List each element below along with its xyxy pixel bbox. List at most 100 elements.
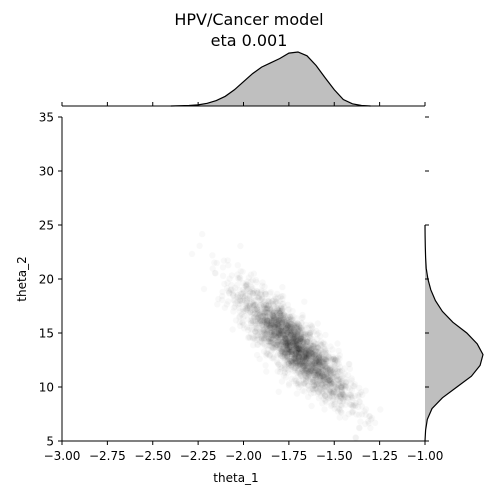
scatter-point <box>199 231 205 237</box>
scatter-point <box>286 382 292 388</box>
scatter-point <box>231 298 237 304</box>
scatter-point <box>308 403 314 409</box>
scatter-point <box>296 350 302 356</box>
scatter-point <box>252 290 258 296</box>
scatter-point <box>349 395 355 401</box>
scatter-point <box>281 322 287 328</box>
scatter-point <box>321 360 327 366</box>
scatter-point <box>234 282 240 288</box>
scatter-point <box>311 372 317 378</box>
top-marginal-line <box>170 51 371 107</box>
right-marginal-density <box>424 116 484 442</box>
scatter-point <box>319 400 325 406</box>
scatter-point <box>303 363 309 369</box>
x-tick-label: −2.50 <box>134 449 171 463</box>
scatter-point <box>294 332 300 338</box>
x-tick-label: −1.25 <box>361 449 398 463</box>
x-tick-label: −1.75 <box>270 449 307 463</box>
scatter-point <box>302 330 308 336</box>
scatter-point <box>258 288 264 294</box>
scatter-point <box>270 313 276 319</box>
scatter-point <box>274 335 280 341</box>
scatter-point <box>311 354 317 360</box>
scatter-point <box>294 390 300 396</box>
scatter-point <box>196 243 202 249</box>
scatter-point <box>226 276 232 282</box>
scatter-point <box>211 259 217 265</box>
y-axis-label: theta_2 <box>15 256 29 301</box>
scatter-point <box>279 284 285 290</box>
x-tick-label: −2.00 <box>225 449 262 463</box>
scatter-point <box>257 356 263 362</box>
scatter-point <box>318 366 324 372</box>
scatter-point <box>345 372 351 378</box>
scatter-point <box>244 281 250 287</box>
scatter-point <box>334 374 340 380</box>
scatter-point <box>349 409 355 415</box>
scatter-point <box>267 335 273 341</box>
scatter-point <box>316 353 322 359</box>
scatter-point <box>327 393 333 399</box>
scatter-point <box>296 379 302 385</box>
scatter-point <box>320 374 326 380</box>
scatter-point <box>242 307 248 313</box>
scatter-point <box>279 378 285 384</box>
scatter-point <box>284 357 290 363</box>
scatter-point <box>285 342 291 348</box>
scatter-point <box>237 308 243 314</box>
scatter-point <box>201 286 207 292</box>
scatter-point <box>264 343 270 349</box>
scatter-point <box>210 265 216 271</box>
scatter-point <box>237 275 243 281</box>
scatter-point <box>225 262 231 268</box>
scatter-point <box>336 348 342 354</box>
scatter-points <box>189 231 384 441</box>
scatter-point <box>229 326 235 332</box>
scatter-point <box>294 338 300 344</box>
scatter-point <box>238 268 244 274</box>
scatter-point <box>290 314 296 320</box>
scatter-point <box>349 387 355 393</box>
scatter-point <box>235 262 241 268</box>
scatter-point <box>230 308 236 314</box>
scatter-point <box>237 319 243 325</box>
scatter-point <box>225 298 231 304</box>
y-tick-label: 20 <box>39 273 54 287</box>
chart-title-line-2: eta 0.001 <box>211 31 288 50</box>
scatter-point <box>337 364 343 370</box>
scatter-point <box>276 389 282 395</box>
scatter-point <box>219 289 225 295</box>
scatter-point <box>263 368 269 374</box>
scatter-point <box>356 412 362 418</box>
right-marginal-fill <box>425 225 483 441</box>
chart-title-line-1: HPV/Cancer model <box>174 10 323 29</box>
y-tick-label: 5 <box>46 435 54 449</box>
scatter-point <box>262 362 268 368</box>
scatter-point <box>304 336 310 342</box>
scatter-point <box>334 340 340 346</box>
scatter-point <box>189 251 195 257</box>
chart-title: HPV/Cancer model eta 0.001 <box>174 10 323 50</box>
x-axis-label: theta_1 <box>213 471 258 485</box>
right-marginal-line <box>424 224 484 442</box>
scatter-point <box>309 359 315 365</box>
scatter-point <box>301 299 307 305</box>
y-axis-ticks: 5 10 15 20 25 30 35 <box>39 111 62 449</box>
scatter-point <box>274 341 280 347</box>
y-tick-label: 10 <box>39 381 54 395</box>
scatter-point <box>319 390 325 396</box>
scatter-point <box>309 325 315 331</box>
scatter-point <box>261 299 267 305</box>
top-marginal-density <box>61 51 426 107</box>
x-tick-label: −2.25 <box>180 449 217 463</box>
scatter-point <box>257 329 263 335</box>
scatter-point <box>358 389 364 395</box>
main-axes-frame <box>61 117 425 442</box>
scatter-point <box>239 300 245 306</box>
y-tick-label: 25 <box>39 219 54 233</box>
scatter-point <box>299 312 305 318</box>
x-axis-ticks: −3.00 −2.75 −2.50 −2.25 −2.00 −1.75 −1.50 −1.25… <box>44 441 443 463</box>
scatter-point <box>241 325 247 331</box>
scatter-point <box>259 279 265 285</box>
scatter-point <box>335 408 341 414</box>
